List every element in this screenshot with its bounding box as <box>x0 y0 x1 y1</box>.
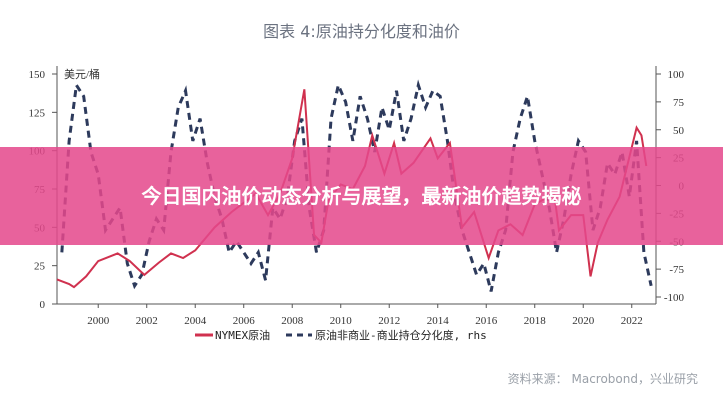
left-axis-unit: 美元/桶 <box>64 67 100 81</box>
legend-label-divergence: 原油非商业-商业持仓分化度, rhs <box>315 328 487 342</box>
headline-banner: 今日国内油价动态分析与展望，最新油价趋势揭秘 <box>0 147 723 245</box>
right-tick-label: -75 <box>669 264 684 276</box>
left-tick-label: 125 <box>29 107 46 119</box>
source-note: 资料来源： Macrobond，兴业研究 <box>507 372 698 386</box>
right-tick-label: 50 <box>673 125 685 137</box>
legend-label-oil: NYMEX原油 <box>215 328 270 342</box>
x-tick-label: 2022 <box>621 315 643 327</box>
x-tick-label: 2002 <box>136 315 158 327</box>
x-tick-label: 2020 <box>572 315 595 327</box>
x-tick-label: 2000 <box>87 315 110 327</box>
headline-text: 今日国内油价动态分析与展望，最新油价趋势揭秘 <box>141 184 582 208</box>
left-tick-label: 25 <box>34 261 46 273</box>
chart-title: 图表 4:原油持分化度和油价 <box>263 22 460 41</box>
x-tick-label: 2010 <box>330 315 353 327</box>
x-tick-label: 2006 <box>233 315 256 327</box>
legend: NYMEX原油 原油非商业-商业持仓分化度, rhs <box>195 328 487 342</box>
x-tick-label: 2014 <box>427 315 450 327</box>
left-tick-label: 150 <box>29 69 46 81</box>
x-tick-label: 2016 <box>475 315 498 327</box>
x-tick-label: 2018 <box>524 315 547 327</box>
x-tick-label: 2004 <box>184 315 207 327</box>
x-tick-label: 2012 <box>378 315 400 327</box>
left-tick-label: 0 <box>40 299 46 311</box>
right-tick-label: -100 <box>664 292 685 304</box>
right-tick-label: 75 <box>673 97 685 109</box>
x-tick-label: 2008 <box>281 315 304 327</box>
right-tick-label: 100 <box>668 69 685 81</box>
